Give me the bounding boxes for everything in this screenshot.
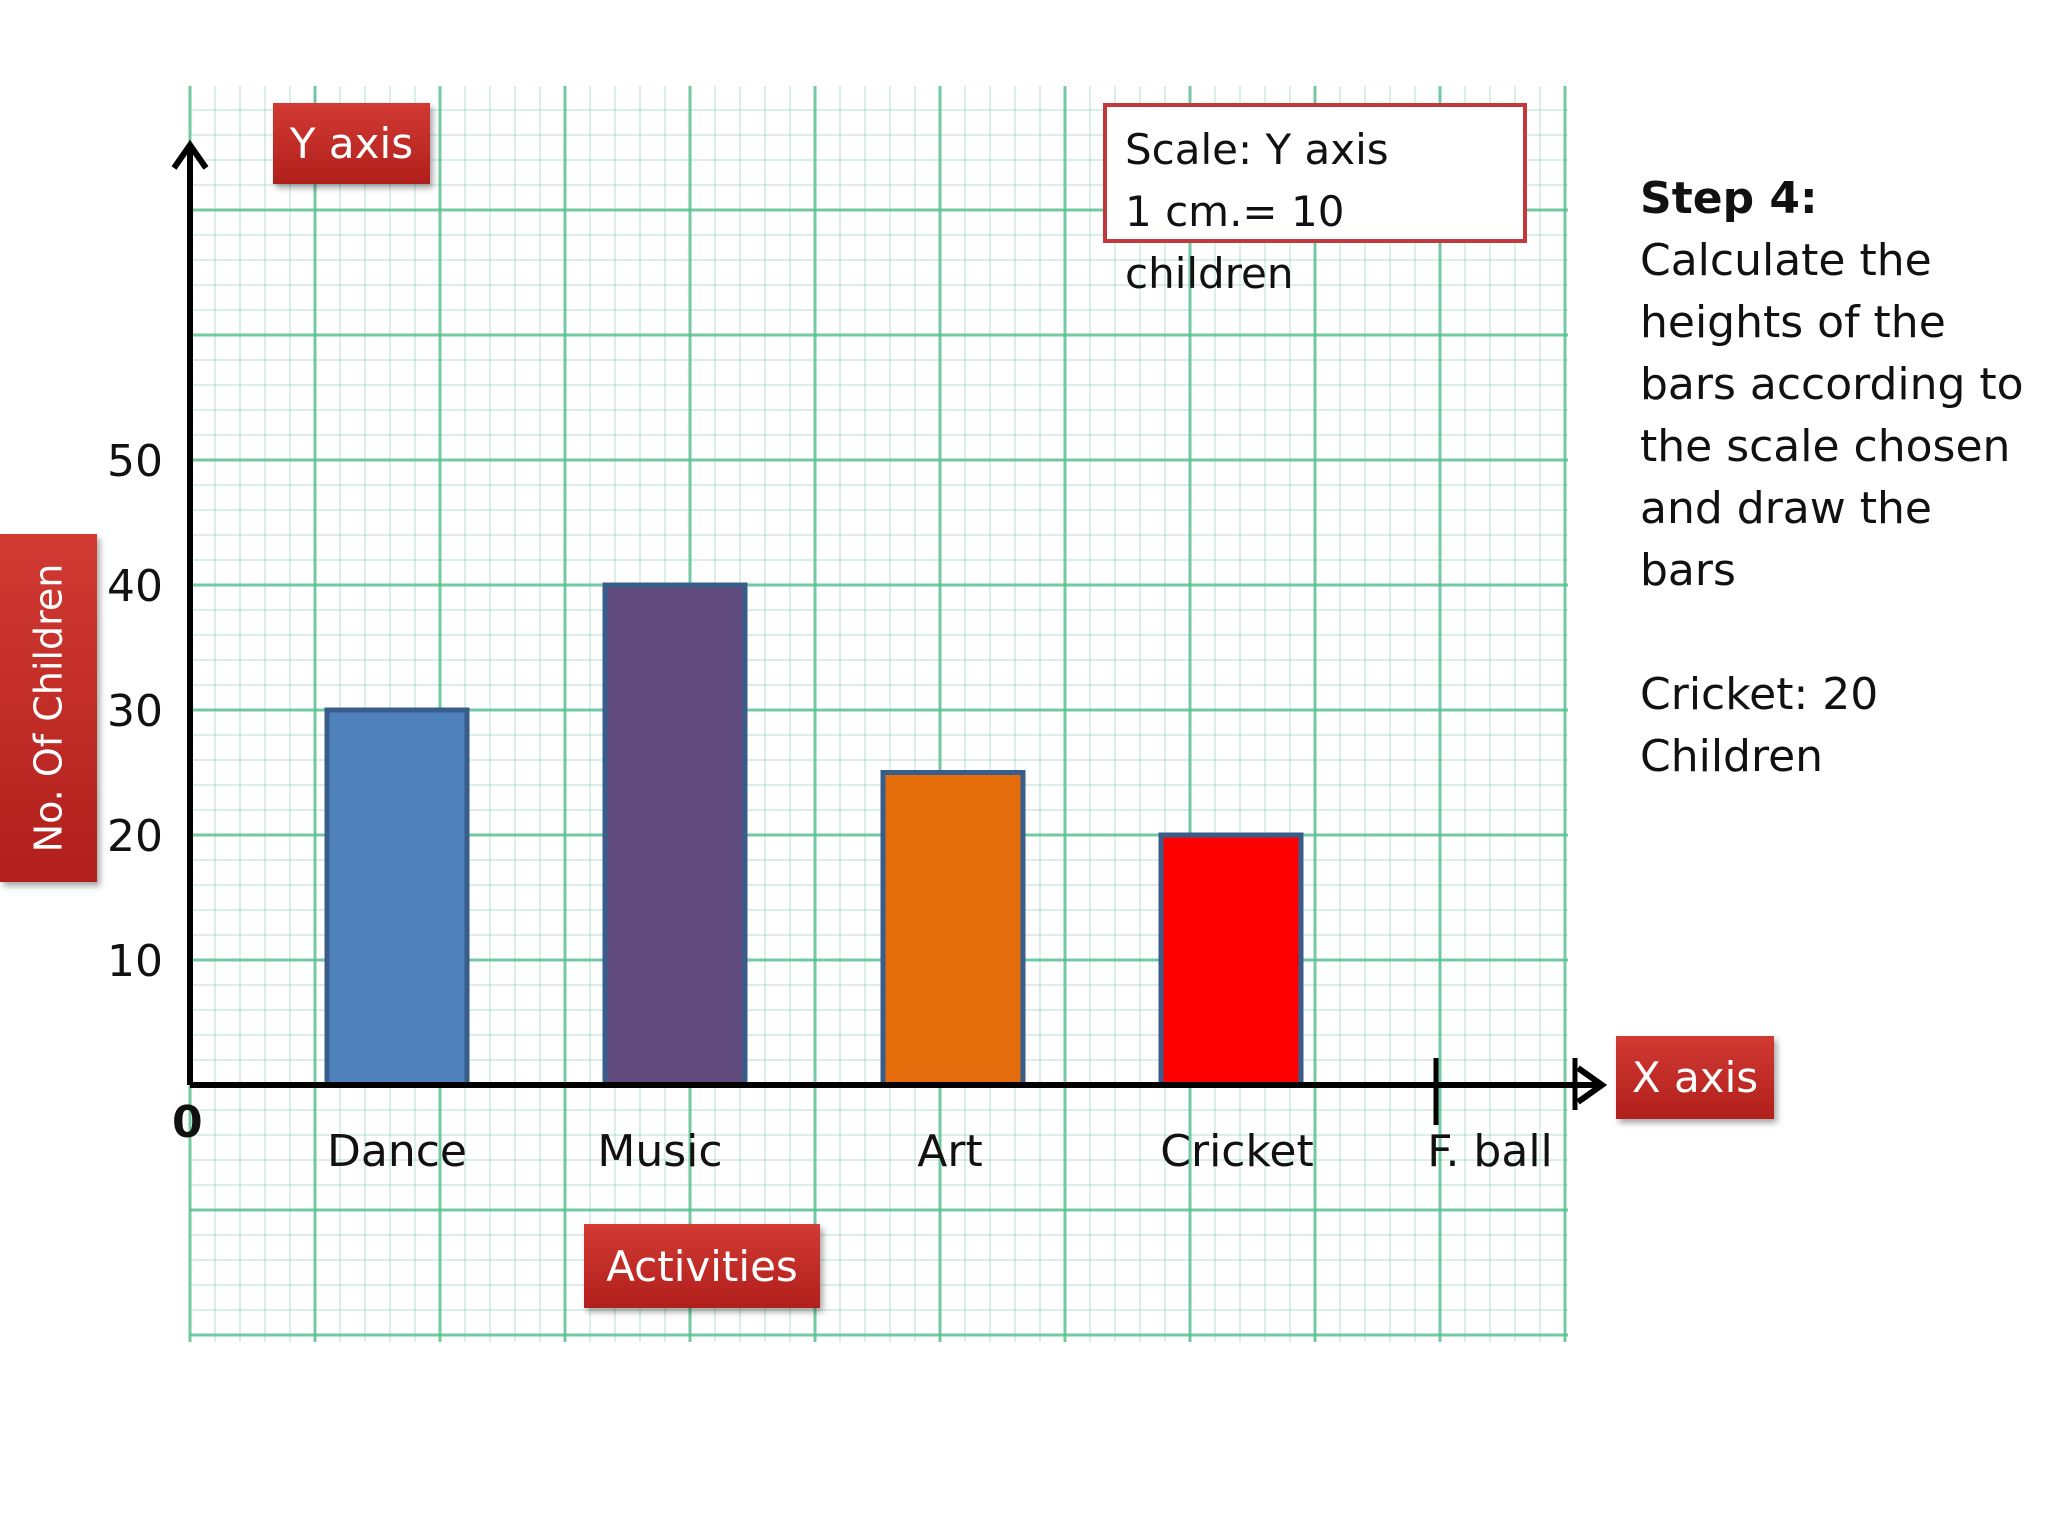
x-tick-label: Music	[597, 1126, 722, 1177]
instruction-text: Step 4: Calculate the heights of the bar…	[1640, 168, 2040, 788]
x-tick-label: Cricket	[1160, 1126, 1313, 1177]
scale-line-2: 1 cm.= 10 children	[1125, 187, 1345, 298]
bar-dance	[324, 707, 470, 1088]
y-tick-label: 30	[107, 686, 163, 737]
step-title: Step 4:	[1640, 173, 1818, 224]
y-tick-label: 50	[107, 436, 163, 487]
x-axis-arrow	[1576, 1065, 1608, 1105]
instruction-line: heights of the	[1640, 297, 1946, 348]
instruction-line: and draw the bars	[1640, 483, 1932, 596]
x-tick-label: F. ball	[1427, 1126, 1553, 1177]
x-tick-label: Art	[917, 1126, 982, 1177]
y-axis-arrow	[171, 139, 209, 170]
bar-cricket	[1158, 832, 1304, 1088]
origin-label: 0	[172, 1097, 203, 1148]
y-axis-title-text: No. Of Children	[26, 563, 71, 853]
y-tick-label: 20	[107, 811, 163, 862]
y-axis-badge: Y axis	[273, 103, 430, 184]
y-axis-title-badge: No. Of Children	[0, 534, 97, 882]
x-tick-label: Dance	[327, 1126, 467, 1177]
x-axis-title-badge: Activities	[584, 1224, 820, 1308]
y-tick-label: 40	[107, 561, 163, 612]
instruction-line: bars according to	[1640, 359, 2024, 410]
note-line: Cricket: 20	[1640, 669, 1879, 720]
x-axis-badge: X axis	[1616, 1036, 1774, 1119]
axes	[171, 139, 1608, 1125]
scale-line-1: Scale: Y axis	[1125, 125, 1389, 174]
bar-art	[880, 770, 1026, 1088]
instruction-line: the scale chosen	[1640, 421, 2011, 472]
scale-box: Scale: Y axis 1 cm.= 10 children	[1103, 103, 1527, 298]
note-line: Children	[1640, 731, 1824, 782]
bar-music	[602, 582, 748, 1088]
tick-labels: 10 20 30 40 50 0 Dance Music Art Cricket F. ball	[107, 436, 1553, 1177]
y-tick-label: 10	[107, 936, 163, 987]
instruction-line: Calculate the	[1640, 235, 1932, 286]
